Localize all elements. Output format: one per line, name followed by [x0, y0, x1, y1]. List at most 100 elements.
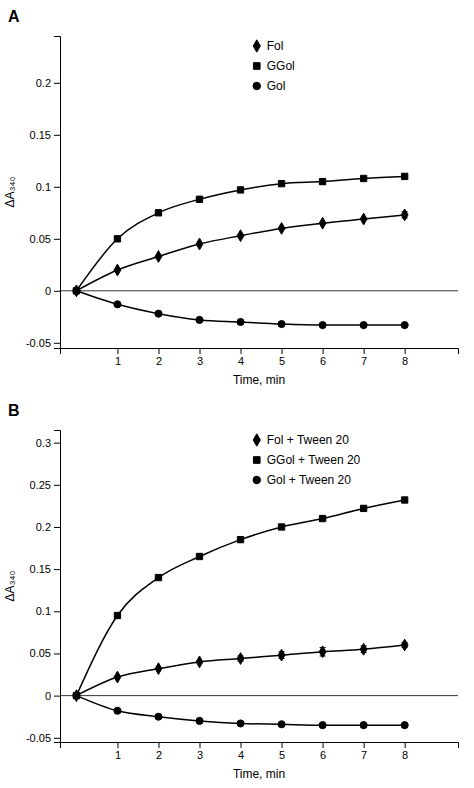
legend-label: Gol + Tween 20	[267, 473, 351, 487]
x-tick: 7	[361, 348, 367, 367]
marker	[114, 301, 121, 308]
marker	[237, 720, 244, 727]
y-tick-label: 0.15	[30, 129, 51, 141]
x-tick-label: 3	[197, 355, 203, 367]
series-line	[76, 215, 404, 291]
x-tick-label: 1	[115, 749, 121, 761]
x-tick-mark	[117, 742, 118, 748]
y-tick: 0.3	[36, 437, 60, 449]
marker	[155, 310, 162, 317]
x-tick-mark	[364, 348, 365, 354]
series-line	[76, 645, 404, 696]
x-axis-line	[61, 743, 459, 749]
zero-line	[60, 290, 458, 291]
x-tick-mark	[323, 348, 324, 354]
series	[73, 287, 408, 328]
legend-label: Gol	[267, 79, 286, 93]
x-tick-label: 6	[320, 749, 326, 761]
series	[73, 639, 408, 701]
x-tick: 2	[156, 348, 162, 367]
series-line	[76, 500, 404, 696]
y-tick: 0.05	[30, 647, 60, 659]
y-axis-title: ΔA₃₄₀	[3, 177, 17, 208]
legend-label: GGol	[267, 59, 295, 73]
marker	[155, 713, 162, 720]
x-tick: 5	[279, 742, 285, 761]
x-tick: 1	[115, 348, 121, 367]
y-tick-label: -0.05	[26, 732, 51, 744]
x-tick-mark	[323, 742, 324, 748]
marker	[360, 213, 367, 225]
legend-label: GGol + Tween 20	[267, 453, 361, 467]
x-tick-mark	[200, 742, 201, 748]
x-tick-label: 5	[279, 355, 285, 367]
y-tick: 0.1	[36, 181, 60, 193]
y-tick: 0.2	[36, 77, 60, 89]
x-axis: 12345678	[61, 742, 459, 761]
y-tick-mark	[54, 696, 60, 697]
marker	[114, 236, 120, 242]
y-tick: 0.05	[30, 233, 60, 245]
y-tick-mark	[54, 485, 60, 486]
x-tick-mark	[282, 742, 283, 748]
legend-label: Fol + Tween 20	[267, 433, 349, 447]
legend-label: Fol	[267, 39, 284, 53]
x-axis-title: Time, min	[233, 373, 285, 387]
x-tick-mark	[117, 348, 118, 354]
marker	[278, 321, 285, 328]
marker	[155, 663, 162, 675]
marker	[237, 536, 243, 542]
panel: 12345678-0.0500.050.10.150.2FolGGolGolAT…	[3, 8, 459, 387]
x-tick-label: 7	[361, 355, 367, 367]
marker	[196, 553, 202, 559]
y-tick-label: 0.2	[36, 77, 51, 89]
y-tick-label: 0.1	[36, 605, 51, 617]
y-tick-mark	[54, 291, 60, 292]
y-tick-label: 0.15	[30, 563, 51, 575]
x-tick: 7	[361, 742, 367, 761]
y-tick-mark	[54, 738, 60, 739]
x-tick: 1	[115, 742, 121, 761]
marker	[73, 692, 80, 699]
x-tick: 5	[279, 348, 285, 367]
marker	[114, 707, 121, 714]
x-axis-line	[61, 349, 459, 355]
marker	[114, 264, 121, 276]
x-tick: 6	[320, 348, 326, 367]
x-tick-label: 1	[115, 355, 121, 367]
x-tick-mark	[158, 348, 159, 354]
marker	[360, 322, 367, 329]
marker	[401, 322, 408, 329]
marker	[278, 524, 284, 530]
marker	[114, 671, 121, 683]
legend-item: Gol	[253, 79, 285, 93]
marker	[196, 238, 203, 250]
x-tick-label: 2	[156, 749, 162, 761]
x-tick-mark	[282, 348, 283, 354]
y-tick-label: 0.1	[36, 181, 51, 193]
y-tick-label: 0.05	[30, 647, 51, 659]
x-tick-mark	[405, 742, 406, 748]
y-tick-label: 0	[45, 285, 51, 297]
series	[73, 692, 408, 729]
marker	[278, 721, 285, 728]
chart-container: 12345678-0.0500.050.10.150.2FolGGolGolAT…	[0, 0, 474, 788]
marker	[73, 692, 79, 698]
legend-marker	[253, 40, 260, 52]
marker	[360, 722, 367, 729]
legend-item: Gol + Tween 20	[253, 473, 351, 487]
y-tick-mark	[54, 653, 60, 654]
marker	[401, 722, 408, 729]
marker	[114, 612, 120, 618]
y-tick: 0.25	[30, 479, 60, 491]
marker	[237, 230, 244, 242]
marker	[155, 210, 161, 216]
y-tick: 0	[45, 690, 60, 702]
x-tick: 2	[156, 742, 162, 761]
marker	[319, 646, 326, 658]
series-line	[76, 291, 404, 325]
y-tick-label: 0.05	[30, 233, 51, 245]
zero-line	[60, 695, 458, 696]
marker	[196, 316, 203, 323]
marker	[237, 318, 244, 325]
